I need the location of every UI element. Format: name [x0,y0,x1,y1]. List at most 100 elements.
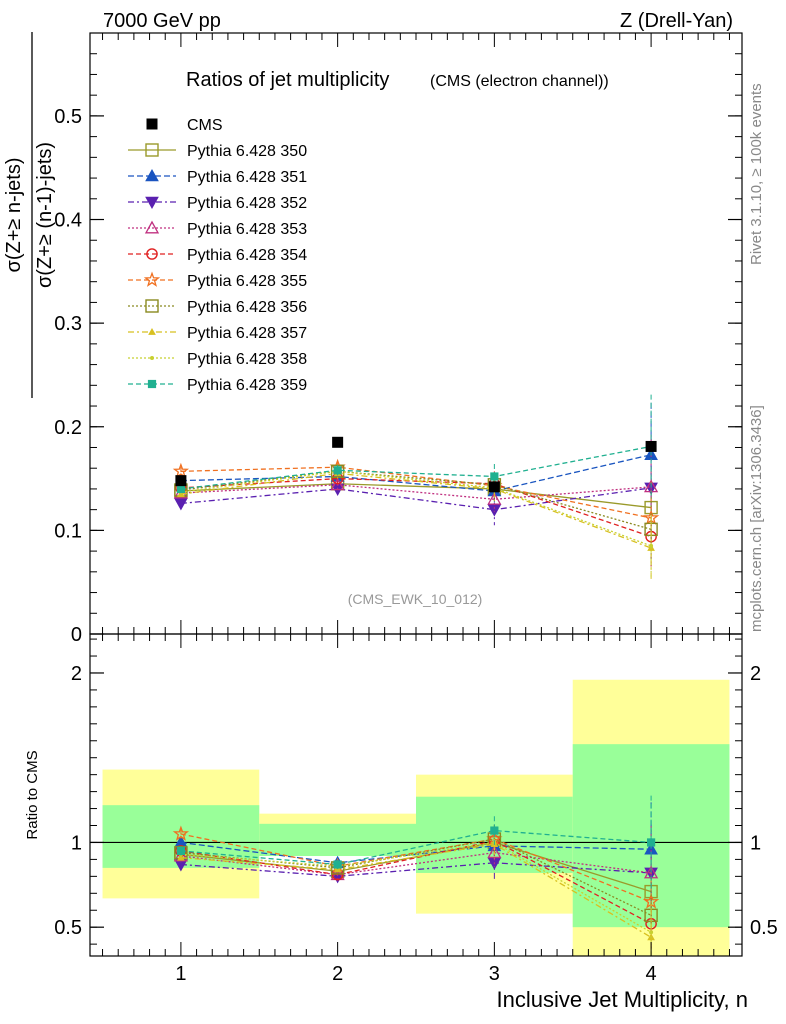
legend-entry: Pythia 6.428 356 [128,299,307,316]
legend-entry: Pythia 6.428 355 [128,271,307,290]
ratio-point [333,860,342,869]
ratio-y-tick-label: 0.5 [54,917,82,939]
legend-label: Pythia 6.428 356 [187,299,307,316]
legend-label: Pythia 6.428 355 [187,273,307,290]
legend-label: Pythia 6.428 354 [187,247,307,264]
x-tick-label: 3 [489,963,500,985]
ratio-y-tick-label-right: 1 [750,832,761,854]
series-line [180,454,652,492]
series-line [180,472,652,549]
series-point [176,484,186,494]
ratio-y-tick-label-right: 0.5 [750,917,778,939]
ratio-point [649,930,654,935]
mcplots-label: mcplots.cern.ch [arXiv:1306.3436] [748,405,765,632]
series-point [649,543,654,548]
legend-marker [145,196,159,210]
ratio-point [172,825,190,841]
series-line [180,470,652,530]
legend-marker [150,356,154,360]
legend-entry: Pythia 6.428 352 [128,195,307,212]
ratio-series-line [180,829,652,866]
x-axis-label: Inclusive Jet Multiplicity, n [497,987,748,1012]
cms-data-point [645,440,657,452]
ratio-y-tick-label: 1 [71,832,82,854]
cms-data-point [332,436,344,448]
uncertainty-band-green [259,823,416,857]
legend-entry: Pythia 6.428 351 [128,168,307,186]
ratio-series-Pythia-6_428-359 [176,795,656,890]
header-left-label: 7000 GeV pp [103,10,221,32]
legend-entry: Pythia 6.428 357 [128,325,307,342]
series-point [174,498,188,511]
main-y-tick-label: 0 [71,624,82,646]
legend-label: Pythia 6.428 350 [187,143,307,160]
series-point [487,491,502,505]
legend-marker [148,327,156,335]
series-point [333,466,342,475]
ratio-point [646,838,656,847]
series-line [180,445,652,490]
ratio-panel: 0.5 0.5 1 1 2 2 1 2 3 4 Ratio to CMS Inclusive Je… [24,633,778,1012]
ratio-point [176,846,186,856]
cms-data-point [488,481,500,493]
x-tick-label: 1 [175,963,186,985]
ratio-point [177,853,185,861]
legend-label: Pythia 6.428 352 [187,195,307,212]
main-y-axis-label: σ(Z+≥ n-jets) σ(Z+≥ (n-1)-jets) [3,32,56,398]
legend-entry: Pythia 6.428 350 [128,143,307,160]
legend-label: Pythia 6.428 358 [187,351,307,368]
legend-marker [147,379,157,389]
series-line [180,470,652,547]
legend: CMS Pythia 6.428 350 Pythia 6.428 351 Pythi… [128,117,307,394]
legend-marker [145,168,159,182]
y-label-denominator: σ(Z+≥ (n-1)-jets) [34,142,56,288]
main-y-tick-label: 0.4 [54,210,82,232]
main-y-tick-label: 0.5 [54,106,82,128]
series-point [490,472,499,481]
legend-marker [146,118,158,130]
main-plot-title: Ratios of jet multiplicity [186,69,389,91]
legend-label: Pythia 6.428 357 [187,325,307,342]
header-right-label: Z (Drell-Yan) [620,10,733,32]
ratio-y-axis-label: Ratio to CMS [24,750,41,839]
ratio-series-line [180,843,652,938]
ratio-series-line [180,841,652,933]
series-line [180,484,652,500]
ratio-series-line [180,862,652,877]
rivet-version-label: Rivet 3.1.10, ≥ 100k events [748,83,765,265]
legend-entry: Pythia 6.428 359 [128,377,307,394]
legend-entry: Pythia 6.428 354 [128,247,307,264]
series-line [180,466,652,519]
ratio-point [487,845,502,859]
ratio-series-line [180,841,652,893]
legend-marker [145,143,159,157]
ratio-point [490,826,499,835]
cms-data-point [175,475,187,487]
ratio-series-line [180,851,652,876]
legend-label: Pythia 6.428 351 [187,169,307,186]
legend-label: Pythia 6.428 359 [187,377,307,394]
ratio-series-line [180,833,652,903]
legend-label: CMS [187,117,223,134]
legend-entry: Pythia 6.428 353 [128,220,307,238]
legend-marker [145,299,159,313]
series-line [180,477,652,538]
ratio-y-tick-label-right: 2 [750,663,761,685]
analysis-watermark: (CMS_EWK_10_012) [348,591,483,607]
main-plot-subtitle: (CMS (electron channel)) [430,73,609,90]
main-panel: Ratios of jet multiplicity (CMS (electro… [54,32,743,646]
series-point [330,477,345,491]
legend-entry: Pythia 6.428 358 [128,351,307,368]
main-y-tick-label: 0.2 [54,417,82,439]
legend-marker [143,271,161,287]
ratio-series-line [180,838,652,916]
x-tick-label: 2 [332,963,343,985]
ratio-point [333,865,342,873]
main-y-tick-label: 0.3 [54,313,82,335]
x-tick-label: 4 [646,963,657,985]
series-line [180,487,652,511]
ratio-y-tick-label: 2 [71,663,82,685]
legend-marker [144,220,160,234]
legend-marker [146,248,158,260]
